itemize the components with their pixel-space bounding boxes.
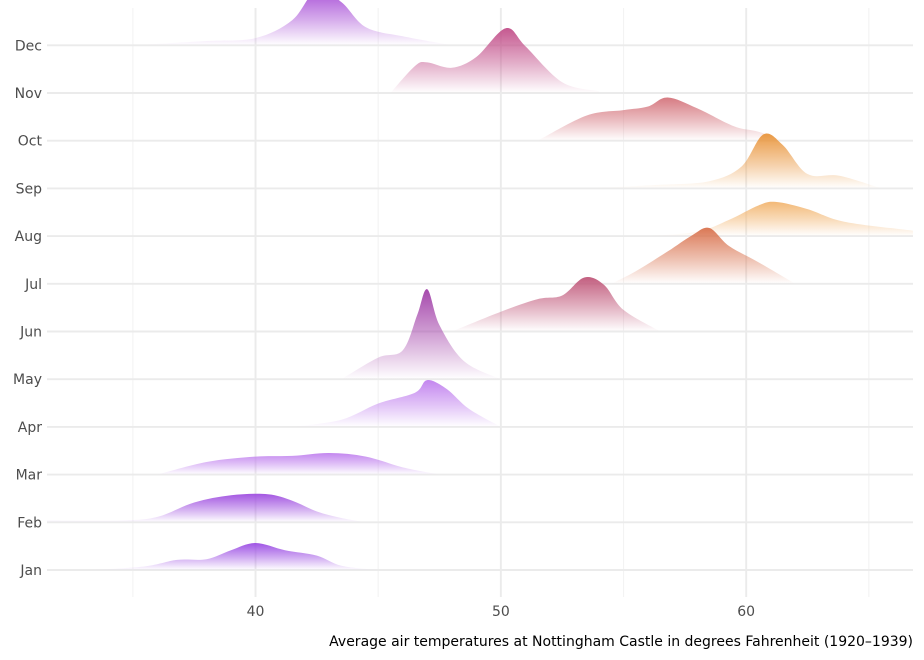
ridge-apr — [292, 380, 501, 427]
y-tick-label: Jun — [19, 325, 42, 341]
y-tick-label: Aug — [15, 229, 42, 245]
ridge-feb — [47, 493, 366, 523]
major-gridlines — [47, 8, 913, 597]
y-tick-label: Sep — [16, 181, 43, 197]
ridge-nov — [390, 28, 599, 94]
x-tick-label: 40 — [247, 604, 265, 620]
y-tick-label: Jan — [19, 563, 42, 579]
minor-gridlines — [132, 8, 870, 597]
ridge-mar — [157, 452, 440, 475]
y-tick-label: Dec — [15, 38, 42, 54]
x-tick-label: 60 — [737, 604, 755, 620]
ridge-jul — [611, 227, 796, 284]
y-tick-label: Feb — [17, 515, 42, 531]
ridges — [47, 0, 913, 570]
ridge-aug — [648, 201, 913, 237]
ridge-may — [341, 289, 501, 380]
x-tick-label: 50 — [492, 604, 510, 620]
y-tick-label: Oct — [18, 134, 43, 150]
x-tick-labels: 40 50 60 — [247, 604, 755, 620]
y-tick-labels: Jan Feb Mar Apr May Jun Jul Aug Sep Oct Nov Dec — [13, 38, 42, 579]
y-tick-label: Jul — [24, 277, 42, 293]
ridge-jun — [451, 277, 661, 332]
ridge-jan — [93, 543, 379, 570]
ridge-dec — [132, 0, 452, 46]
ridge-sep — [586, 133, 882, 189]
y-tick-label: Nov — [15, 86, 42, 102]
y-tick-label: May — [13, 372, 42, 388]
x-axis-title: Average air temperatures at Nottingham C… — [329, 634, 913, 650]
y-tick-label: Mar — [16, 468, 43, 484]
ridge-oct — [537, 97, 783, 141]
y-tick-label: Apr — [18, 420, 42, 436]
